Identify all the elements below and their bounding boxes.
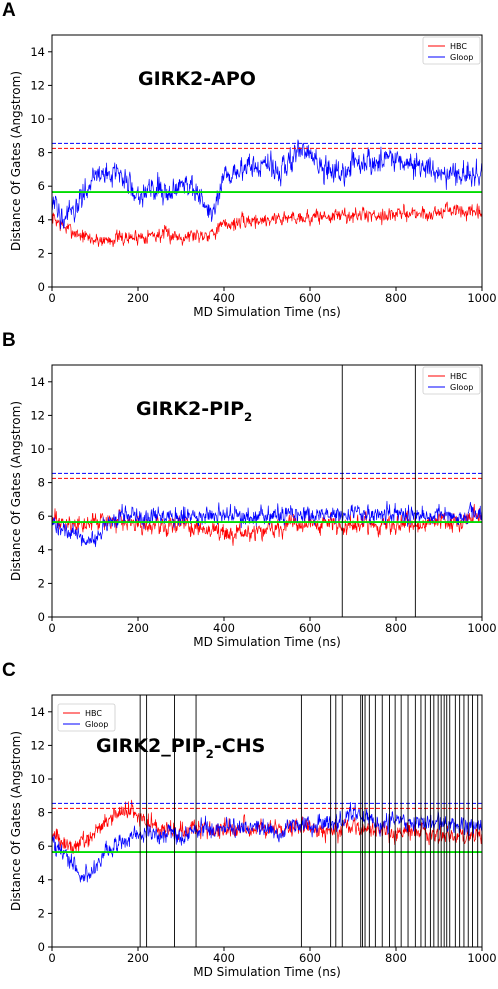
x-tick-label: 600 — [299, 621, 321, 635]
x-tick-label: 400 — [213, 951, 235, 965]
axes-frame — [51, 694, 483, 948]
x-tick-label: 1000 — [467, 621, 496, 635]
y-tick-label: 4 — [38, 873, 45, 887]
y-tick-label: 12 — [30, 408, 45, 422]
x-axis-label: MD Simulation Time (ns) — [193, 965, 341, 979]
x-tick-label: 800 — [385, 291, 407, 305]
y-tick-label: 14 — [30, 705, 45, 719]
x-tick-label: 600 — [299, 951, 321, 965]
x-axis-label: MD Simulation Time (ns) — [193, 635, 341, 649]
annotation-text: GIRK2-APO — [138, 68, 256, 90]
plot-area — [52, 695, 482, 947]
x-tick-label: 1000 — [467, 951, 496, 965]
panel-c: C 0 200 400 600 800 1000 0 2 4 6 8 10 12 14 MD Simulat… — [0, 660, 498, 989]
panel-letter: B — [2, 330, 16, 351]
y-tick-label: 12 — [30, 738, 45, 752]
x-tick-label: 0 — [48, 291, 55, 305]
panel-letter: C — [2, 660, 16, 681]
y-tick-label: 10 — [30, 442, 45, 456]
y-tick-label: 2 — [38, 576, 45, 590]
y-tick-label: 14 — [30, 45, 45, 59]
x-tick-label: 200 — [127, 951, 149, 965]
legend: HBC Gloop — [422, 366, 481, 395]
panel-a: A 0 200 400 600 800 1000 0 2 4 6 8 10 12 14 MD Simulat… — [0, 0, 498, 330]
x-tick-label: 800 — [385, 621, 407, 635]
x-tick-label: 0 — [48, 621, 55, 635]
legend-label: Gloop — [450, 53, 473, 62]
x-tick-label: 0 — [48, 951, 55, 965]
panel-letter: A — [2, 0, 16, 21]
y-axis-label: Distance Of Gates (Angstrom) — [9, 71, 23, 251]
annotation-subscript: 2 — [206, 747, 214, 761]
annotation-text: -CHS — [214, 735, 265, 757]
legend-label: Gloop — [450, 383, 473, 392]
axes-frame — [51, 34, 483, 288]
plot-area — [52, 365, 482, 617]
chart-c: 0 200 400 600 800 1000 0 2 4 6 8 10 12 14 MD Simulatio… — [9, 694, 497, 979]
x-axis-label: MD Simulation Time (ns) — [193, 305, 341, 319]
y-tick-label: 14 — [30, 375, 45, 389]
y-tick-label: 2 — [38, 906, 45, 920]
legend: HBC Gloop — [422, 36, 481, 65]
y-tick-label: 8 — [38, 146, 45, 160]
annotation-text: GIRK2-PIP — [136, 398, 244, 420]
plot-area — [52, 139, 482, 248]
series-line-gloop — [52, 801, 482, 883]
annotation-text: GIRK2_PIP — [96, 735, 206, 757]
legend-label: HBC — [85, 709, 102, 718]
y-tick-label: 0 — [38, 610, 45, 624]
series-line-gloop — [52, 139, 482, 230]
axes-frame — [51, 364, 483, 618]
x-tick-label: 600 — [299, 291, 321, 305]
panel-b: B 0 200 400 600 800 1000 0 2 4 6 8 10 12 14 MD Simulat… — [0, 330, 498, 660]
series-line-hbc — [52, 799, 482, 855]
x-tick-label: 200 — [127, 621, 149, 635]
series-line-gloop — [52, 500, 482, 548]
chart-b: 0 200 400 600 800 1000 0 2 4 6 8 10 12 14 MD Simulatio… — [9, 364, 497, 649]
y-tick-label: 8 — [38, 476, 45, 490]
legend: HBC Gloop — [57, 703, 116, 732]
y-tick-label: 0 — [38, 280, 45, 294]
y-tick-label: 12 — [30, 78, 45, 92]
y-tick-label: 4 — [38, 213, 45, 227]
legend-label: Gloop — [85, 720, 108, 729]
series-line-hbc — [52, 201, 482, 248]
annotation-subscript: 2 — [244, 410, 252, 424]
y-axis-label: Distance Of Gates (Angstrom) — [9, 401, 23, 581]
chart-a: 0 200 400 600 800 1000 0 2 4 6 8 10 12 14 MD Simulatio… — [9, 34, 497, 319]
y-tick-label: 8 — [38, 806, 45, 820]
y-axis-label: Distance Of Gates (Angstrom) — [9, 731, 23, 911]
y-tick-label: 10 — [30, 112, 45, 126]
chart-annotation: GIRK2_PIP2-CHS — [96, 735, 265, 761]
x-tick-label: 800 — [385, 951, 407, 965]
chart-annotation: GIRK2-PIP2 — [136, 398, 252, 424]
legend-label: HBC — [450, 42, 467, 51]
y-tick-label: 6 — [38, 839, 45, 853]
x-tick-label: 1000 — [467, 291, 496, 305]
y-tick-label: 2 — [38, 246, 45, 260]
y-tick-label: 0 — [38, 940, 45, 954]
y-tick-label: 6 — [38, 509, 45, 523]
legend-label: HBC — [450, 372, 467, 381]
x-tick-label: 400 — [213, 291, 235, 305]
y-tick-label: 10 — [30, 772, 45, 786]
y-tick-label: 6 — [38, 179, 45, 193]
x-tick-label: 400 — [213, 621, 235, 635]
y-tick-label: 4 — [38, 543, 45, 557]
x-tick-label: 200 — [127, 291, 149, 305]
chart-annotation: GIRK2-APO — [138, 68, 256, 90]
